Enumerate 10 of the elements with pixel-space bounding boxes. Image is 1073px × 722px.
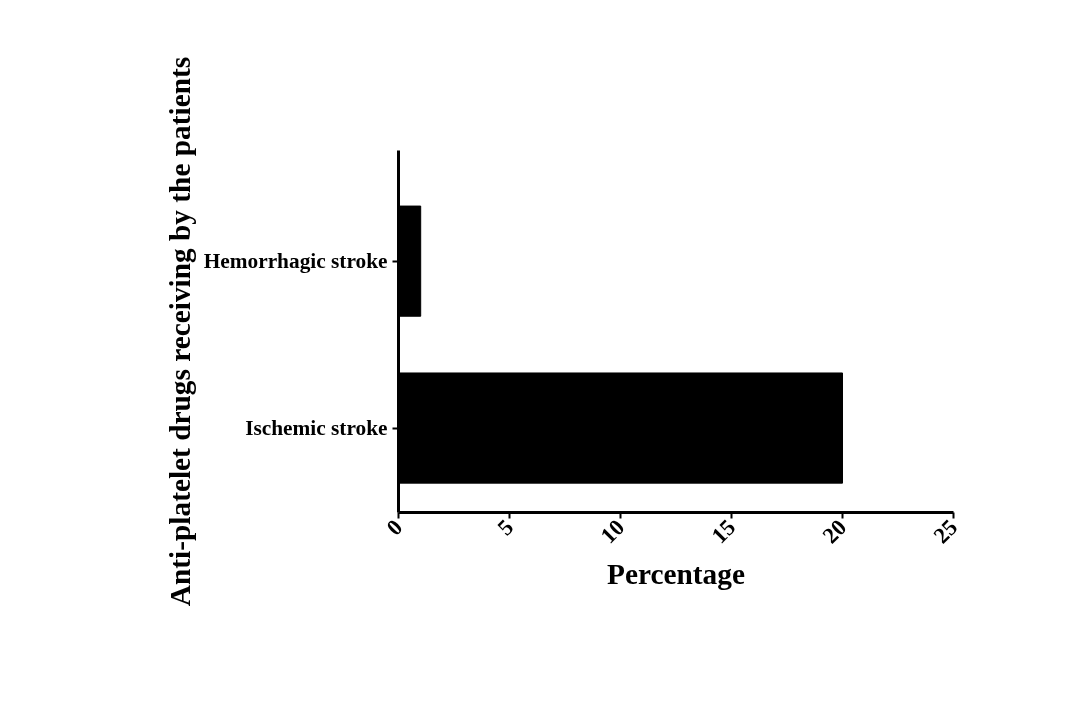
x-tick-label: 25 (928, 514, 963, 549)
x-tick-label: 15 (706, 514, 741, 549)
x-tick-label: 10 (595, 514, 630, 549)
x-axis-title: Percentage (607, 558, 745, 591)
y-axis-title: Anti-platelet drugs receiving by the patients (163, 56, 196, 607)
y-tick-label: Hemorrhagic stroke (203, 249, 388, 274)
x-tick-label: 20 (817, 514, 852, 549)
y-tick-label: Ischemic stroke (245, 416, 388, 441)
x-tick-label: 0 (381, 514, 408, 541)
x-tick-label: 5 (492, 514, 519, 541)
